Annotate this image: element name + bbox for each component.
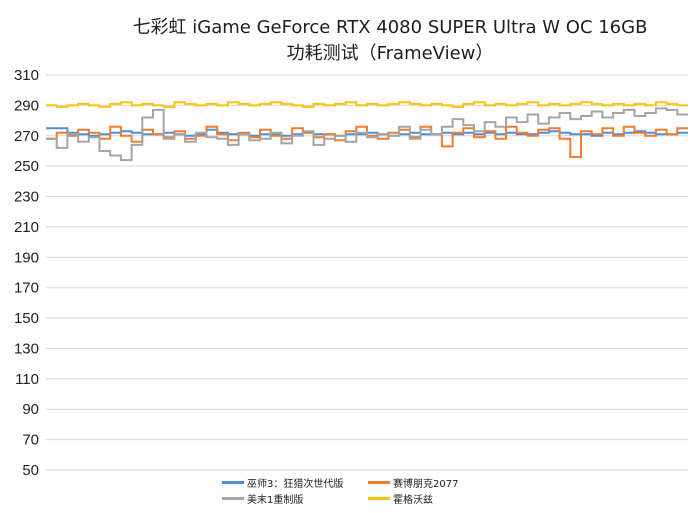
legend-item-cyberpunk2077: 赛博朋克2077 xyxy=(368,475,514,490)
legend-item-witcher3: 巫师3：狂猎次世代版 xyxy=(222,475,368,490)
chart-title-line2: 功耗测试（FrameView） xyxy=(286,43,494,64)
chart-title-line1: 七彩虹 iGame GeForce RTX 4080 SUPER Ultra W… xyxy=(132,17,648,38)
y-tick-label: 50 xyxy=(22,462,39,479)
y-tick-label: 270 xyxy=(14,128,39,145)
legend-label: 赛博朋克2077 xyxy=(393,478,459,490)
series-line xyxy=(46,125,688,158)
y-tick-label: 150 xyxy=(14,310,39,327)
series-lines xyxy=(46,101,688,162)
y-tick-label: 110 xyxy=(15,371,39,388)
series-line xyxy=(46,101,688,108)
y-tick-label: 230 xyxy=(14,189,39,206)
y-tick-label: 190 xyxy=(14,249,39,266)
y-tick-label: 70 xyxy=(22,432,39,449)
y-tick-label: 90 xyxy=(22,401,39,418)
series-line xyxy=(46,107,688,162)
y-axis-ticks: 50 70 90 110 130 150 170 190 210 230 250 270 290 310 xyxy=(14,67,39,479)
legend-label: 霍格沃兹 xyxy=(393,494,433,506)
legend-swatch-icon xyxy=(368,496,390,500)
legend-item-hogwarts: 霍格沃兹 xyxy=(368,491,514,506)
y-tick-label: 130 xyxy=(14,340,39,357)
legend-swatch-icon xyxy=(222,480,244,484)
legend-item-tlou1: 美末1重制版 xyxy=(222,491,368,506)
y-tick-label: 310 xyxy=(14,67,39,84)
legend-label: 巫师3：狂猎次世代版 xyxy=(247,478,344,490)
y-tick-label: 210 xyxy=(14,219,39,236)
y-tick-label: 250 xyxy=(14,158,39,175)
chart-legend: 巫师3：狂猎次世代版 赛博朋克2077 美末1重制版 霍格沃兹 xyxy=(222,474,514,506)
y-tick-label: 290 xyxy=(14,97,39,114)
y-tick-label: 170 xyxy=(14,280,39,297)
gridlines xyxy=(46,74,688,471)
legend-label: 美末1重制版 xyxy=(247,494,304,506)
legend-swatch-icon xyxy=(222,496,244,500)
legend-swatch-icon xyxy=(368,480,390,484)
